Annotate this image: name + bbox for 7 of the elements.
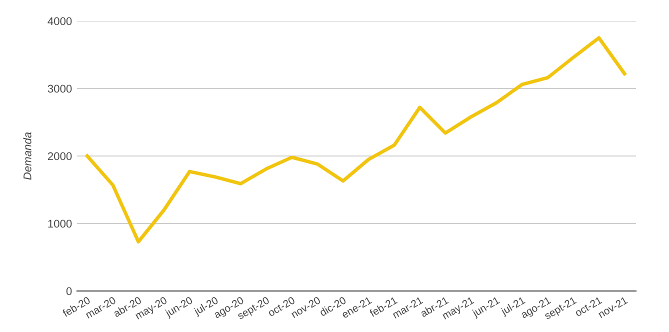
y-tick-label: 2000	[48, 152, 72, 160]
line-series	[86, 36, 626, 244]
y-tick-label: 1000	[48, 220, 72, 228]
y-tick-label: 3000	[48, 84, 72, 93]
y-axis-title: Demanda	[23, 132, 32, 180]
y-tick-label: 0	[66, 287, 72, 296]
y-tick-label: 4000	[48, 17, 72, 26]
